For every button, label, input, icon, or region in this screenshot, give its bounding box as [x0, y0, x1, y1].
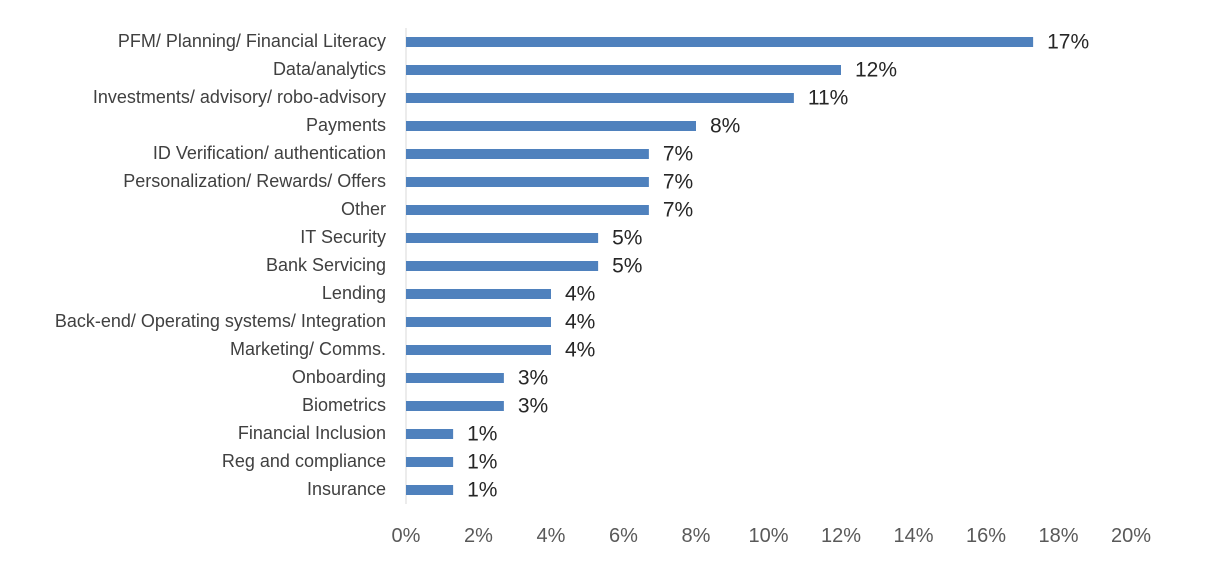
x-tick-label: 6%	[609, 525, 638, 547]
x-tick-label: 12%	[821, 525, 861, 547]
data-label: 3%	[518, 367, 548, 390]
data-label: 1%	[467, 423, 497, 446]
data-label: 7%	[663, 199, 693, 222]
data-label: 4%	[565, 283, 595, 306]
data-label: 12%	[855, 59, 897, 82]
bar	[406, 401, 504, 411]
x-tick-label: 8%	[682, 525, 711, 547]
data-label: 17%	[1047, 31, 1089, 54]
x-tick-label: 0%	[392, 525, 421, 547]
bar	[406, 205, 649, 215]
bar	[406, 485, 454, 495]
category-label: ID Verification/ authentication	[153, 143, 386, 163]
category-label: Other	[341, 199, 386, 219]
category-label: Insurance	[307, 479, 386, 499]
bar	[406, 317, 551, 327]
bar	[406, 37, 1034, 47]
category-label: Bank Servicing	[266, 255, 386, 275]
category-label: PFM/ Planning/ Financial Literacy	[118, 31, 386, 51]
bar	[406, 457, 454, 467]
category-label: Reg and compliance	[222, 451, 386, 471]
data-labels: 17% 12% 11% 8% 7% 7% 7% 5% 5% 4% 4% 4% 3% 3% 1% 1% 1%	[467, 31, 1089, 502]
bar	[406, 261, 599, 271]
category-label: Lending	[322, 283, 386, 303]
category-label: Payments	[306, 115, 386, 135]
bar	[406, 93, 794, 103]
data-label: 4%	[565, 339, 595, 362]
data-label: 1%	[467, 451, 497, 474]
bars-group	[406, 37, 1034, 495]
x-tick-label: 16%	[966, 525, 1006, 547]
x-tick-label: 20%	[1111, 525, 1151, 547]
bar	[406, 429, 454, 439]
data-label: 5%	[612, 255, 642, 278]
category-label: Marketing/ Comms.	[230, 339, 386, 359]
data-label: 7%	[663, 143, 693, 166]
bar	[406, 121, 696, 131]
category-label: Personalization/ Rewards/ Offers	[123, 171, 386, 191]
x-tick-label: 4%	[537, 525, 566, 547]
data-label: 5%	[612, 227, 642, 250]
x-tick-label: 18%	[1038, 525, 1078, 547]
x-axis-ticks: 0% 2% 4% 6% 8% 10% 12% 14% 16% 18% 20%	[392, 525, 1152, 547]
bar	[406, 373, 504, 383]
x-tick-label: 2%	[464, 525, 493, 547]
data-label: 11%	[808, 87, 848, 110]
x-tick-label: 14%	[893, 525, 933, 547]
data-label: 3%	[518, 395, 548, 418]
category-label: Biometrics	[302, 395, 386, 415]
category-label: Data/analytics	[273, 59, 386, 79]
bar	[406, 289, 551, 299]
data-label: 8%	[710, 115, 740, 138]
data-label: 1%	[467, 479, 497, 502]
bar	[406, 149, 649, 159]
x-tick-label: 10%	[748, 525, 788, 547]
category-label: Onboarding	[292, 367, 386, 387]
bar	[406, 177, 649, 187]
data-label: 4%	[565, 311, 595, 334]
bar	[406, 233, 599, 243]
bar	[406, 65, 841, 75]
category-labels: PFM/ Planning/ Financial Literacy Data/an…	[55, 31, 386, 499]
category-label: Back-end/ Operating systems/ Integration	[55, 311, 386, 331]
category-label: IT Security	[300, 227, 386, 247]
category-label: Investments/ advisory/ robo-advisory	[93, 87, 386, 107]
bar	[406, 345, 551, 355]
data-label: 7%	[663, 171, 693, 194]
category-label: Financial Inclusion	[238, 423, 386, 443]
